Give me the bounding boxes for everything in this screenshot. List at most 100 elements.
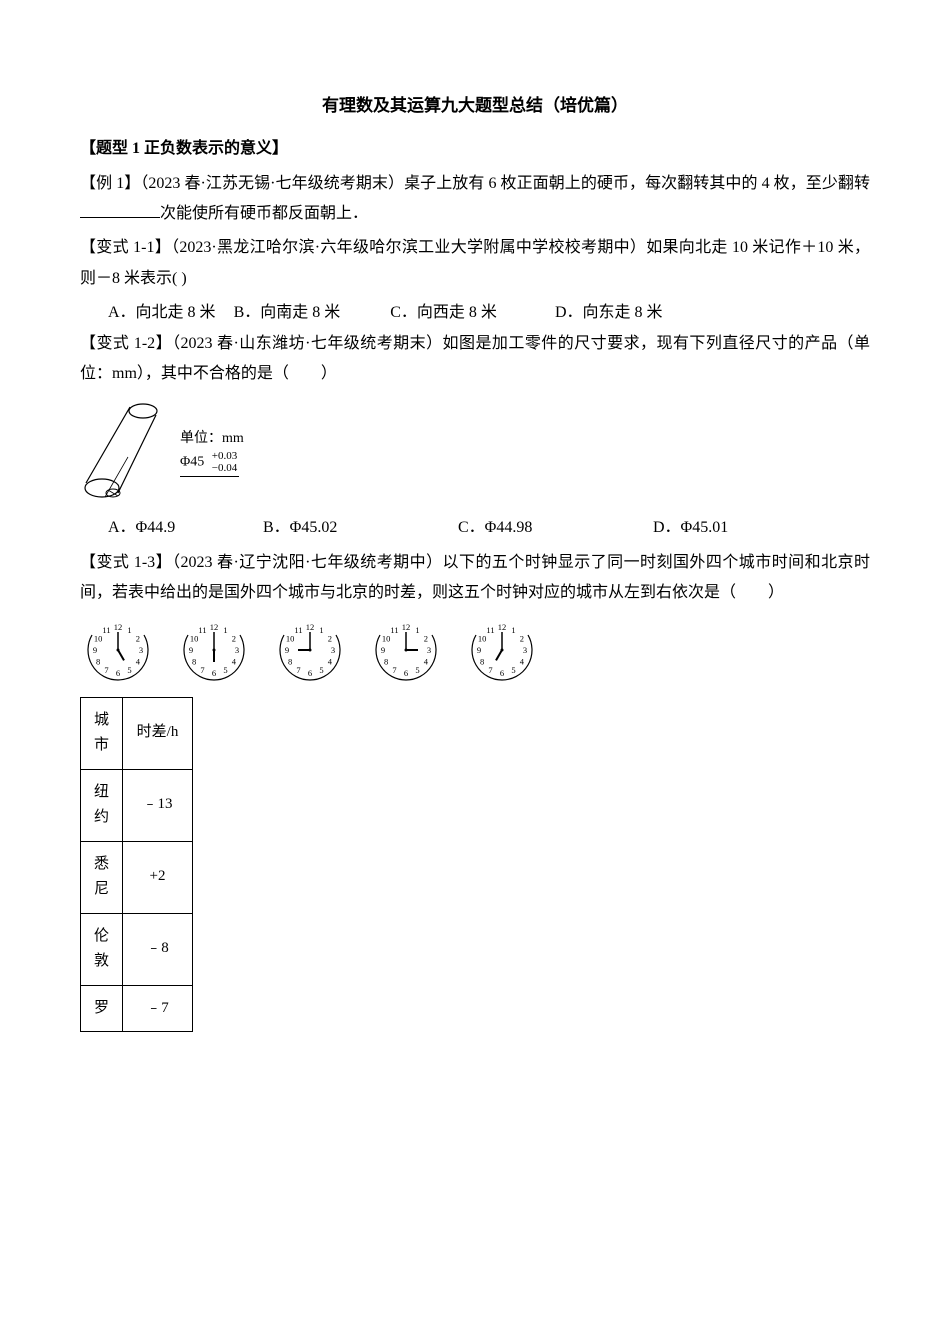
option-a: A．向北走 8 米 <box>108 298 216 328</box>
variant-1-1-options: A．向北走 8 米 B．向南走 8 米 C．向西走 8 米 D．向东走 8 米 <box>80 298 870 328</box>
svg-text:2: 2 <box>424 633 428 643</box>
svg-text:2: 2 <box>232 633 236 643</box>
svg-text:10: 10 <box>382 633 391 643</box>
svg-text:7: 7 <box>200 665 204 675</box>
example-1: 【例 1】（2023 春·江苏无锡·七年级统考期末）桌子上放有 6 枚正面朝上的… <box>80 169 870 230</box>
option-c: C．向西走 8 米 <box>390 298 497 328</box>
svg-text:1: 1 <box>223 625 227 635</box>
svg-text:7: 7 <box>104 665 108 675</box>
svg-text:5: 5 <box>319 665 323 675</box>
option-d: D．向东走 8 米 <box>555 298 663 328</box>
option-b: B．向南走 8 米 <box>234 298 341 328</box>
clock-5: 121234567891011 <box>464 617 540 683</box>
city-cell: 悉尼 <box>81 841 123 913</box>
svg-text:6: 6 <box>404 668 408 678</box>
svg-text:2: 2 <box>136 633 140 643</box>
svg-text:6: 6 <box>212 668 216 678</box>
tz-cell: ﹣8 <box>123 913 193 985</box>
svg-text:6: 6 <box>308 668 312 678</box>
svg-text:7: 7 <box>488 665 492 675</box>
svg-text:11: 11 <box>486 625 494 635</box>
svg-text:8: 8 <box>480 656 484 666</box>
option-d: D．Φ45.01 <box>653 513 728 543</box>
svg-text:12: 12 <box>402 622 411 632</box>
svg-text:5: 5 <box>127 665 131 675</box>
svg-text:11: 11 <box>102 625 110 635</box>
svg-text:4: 4 <box>232 656 237 666</box>
svg-text:9: 9 <box>93 645 97 655</box>
svg-text:7: 7 <box>392 665 396 675</box>
variant-1-2-options: A．Φ44.9 B．Φ45.02 C．Φ44.98 D．Φ45.01 <box>80 513 870 543</box>
header-tz: 时差/h <box>123 697 193 769</box>
svg-text:5: 5 <box>415 665 419 675</box>
svg-text:3: 3 <box>331 645 335 655</box>
ex1-text-post: 次能使所有硬币都反面朝上． <box>160 205 368 222</box>
svg-text:2: 2 <box>328 633 332 643</box>
clock-4: 121234567891011 <box>368 617 444 683</box>
tz-cell: ﹣7 <box>123 985 193 1032</box>
table-row: 纽约 ﹣13 <box>81 769 193 841</box>
ex1-text-pre: 【例 1】（2023 春·江苏无锡·七年级统考期末）桌子上放有 6 枚正面朝上的… <box>80 175 870 192</box>
svg-text:1: 1 <box>511 625 515 635</box>
svg-text:6: 6 <box>500 668 504 678</box>
option-b: B．Φ45.02 <box>263 513 458 543</box>
variant-1-3: 【变式 1-3】（2023 春·辽宁沈阳·七年级统考期中）以下的五个时钟显示了同… <box>80 548 870 609</box>
svg-text:1: 1 <box>127 625 131 635</box>
tz-cell: +2 <box>123 841 193 913</box>
svg-text:1: 1 <box>319 625 323 635</box>
phi-spec: Φ45 +0.03 −0.04 <box>180 450 239 477</box>
city-cell: 纽约 <box>81 769 123 841</box>
svg-text:12: 12 <box>114 622 123 632</box>
svg-text:9: 9 <box>189 645 193 655</box>
cylinder-diagram: 单位：mm Φ45 +0.03 −0.04 <box>80 397 870 507</box>
svg-text:9: 9 <box>381 645 385 655</box>
svg-text:11: 11 <box>198 625 206 635</box>
city-cell: 罗 <box>81 985 123 1032</box>
option-a: A．Φ44.9 <box>108 513 263 543</box>
svg-text:8: 8 <box>288 656 292 666</box>
svg-text:10: 10 <box>286 633 295 643</box>
clock-1: 12 12 3456789 1011 <box>80 617 156 683</box>
clock-2: 121234567891011 <box>176 617 252 683</box>
header-city: 城市 <box>81 697 123 769</box>
svg-text:9: 9 <box>477 645 481 655</box>
tz-cell: ﹣13 <box>123 769 193 841</box>
svg-text:9: 9 <box>285 645 289 655</box>
svg-text:10: 10 <box>94 633 103 643</box>
svg-text:3: 3 <box>427 645 431 655</box>
svg-text:4: 4 <box>328 656 333 666</box>
tolerance-upper: +0.03 <box>212 450 237 462</box>
option-c: C．Φ44.98 <box>458 513 653 543</box>
time-difference-table: 城市 时差/h 纽约 ﹣13 悉尼 +2 伦敦 ﹣8 罗 ﹣7 <box>80 697 193 1033</box>
svg-text:2: 2 <box>520 633 524 643</box>
tolerance-lower: −0.04 <box>212 462 237 474</box>
svg-text:12: 12 <box>498 622 507 632</box>
svg-text:8: 8 <box>96 656 100 666</box>
svg-text:4: 4 <box>136 656 141 666</box>
cylinder-label: 单位：mm Φ45 +0.03 −0.04 <box>180 428 244 478</box>
table-row: 城市 时差/h <box>81 697 193 769</box>
blank-input <box>80 217 160 218</box>
svg-text:12: 12 <box>306 622 315 632</box>
svg-text:3: 3 <box>139 645 143 655</box>
clock-3: 121234567891011 <box>272 617 348 683</box>
table-row: 悉尼 +2 <box>81 841 193 913</box>
svg-text:3: 3 <box>523 645 527 655</box>
svg-text:3: 3 <box>235 645 239 655</box>
section-heading: 【题型 1 正负数表示的意义】 <box>80 134 870 164</box>
svg-text:6: 6 <box>116 668 120 678</box>
table-row: 伦敦 ﹣8 <box>81 913 193 985</box>
svg-text:10: 10 <box>190 633 199 643</box>
tolerance: +0.03 −0.04 <box>212 450 237 474</box>
table-row: 罗 ﹣7 <box>81 985 193 1032</box>
svg-text:11: 11 <box>390 625 398 635</box>
unit-label: 单位：mm <box>180 428 244 450</box>
phi-value: Φ45 <box>180 454 204 469</box>
svg-text:12: 12 <box>210 622 219 632</box>
svg-text:8: 8 <box>192 656 196 666</box>
variant-1-1: 【变式 1-1】（2023·黑龙江哈尔滨·六年级哈尔滨工业大学附属中学校校考期中… <box>80 233 870 294</box>
svg-text:8: 8 <box>384 656 388 666</box>
cylinder-svg <box>80 397 162 507</box>
city-cell: 伦敦 <box>81 913 123 985</box>
svg-text:4: 4 <box>424 656 429 666</box>
